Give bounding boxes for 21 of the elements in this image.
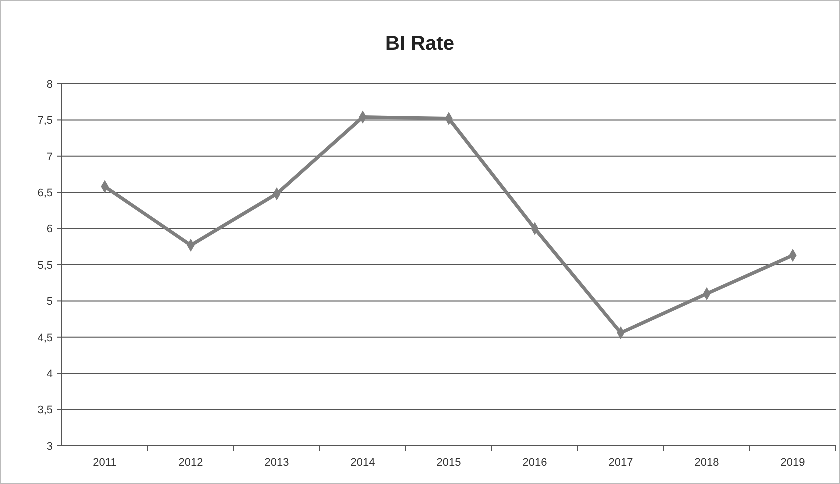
chart-title: BI Rate: [386, 33, 454, 55]
x-tick-label: 2013: [264, 457, 290, 469]
x-tick-label: 2015: [436, 457, 462, 469]
y-tick-label: 7,5: [38, 115, 53, 128]
y-tick-label: 8: [46, 78, 53, 91]
x-tick-label: 2011: [93, 457, 117, 469]
x-tick-label: 2016: [522, 457, 548, 469]
y-tick-label: 5,5: [38, 260, 53, 272]
x-tick-label: 2019: [780, 457, 806, 469]
x-tick-label: 2017: [608, 457, 634, 469]
y-tick-label: 4: [46, 368, 53, 380]
y-tick-label: 6,5: [38, 187, 53, 200]
y-tick-label: 7: [46, 151, 53, 164]
x-tick-label: 2012: [178, 457, 204, 469]
y-tick-label: 5: [46, 296, 53, 308]
y-tick-label: 6: [46, 224, 53, 236]
y-tick-label: 3: [46, 440, 53, 453]
x-tick-label: 2018: [694, 457, 720, 469]
y-tick-label: 3,5: [38, 404, 53, 417]
x-tick-label: 2014: [350, 457, 376, 469]
y-tick-label: 4,5: [38, 332, 53, 344]
